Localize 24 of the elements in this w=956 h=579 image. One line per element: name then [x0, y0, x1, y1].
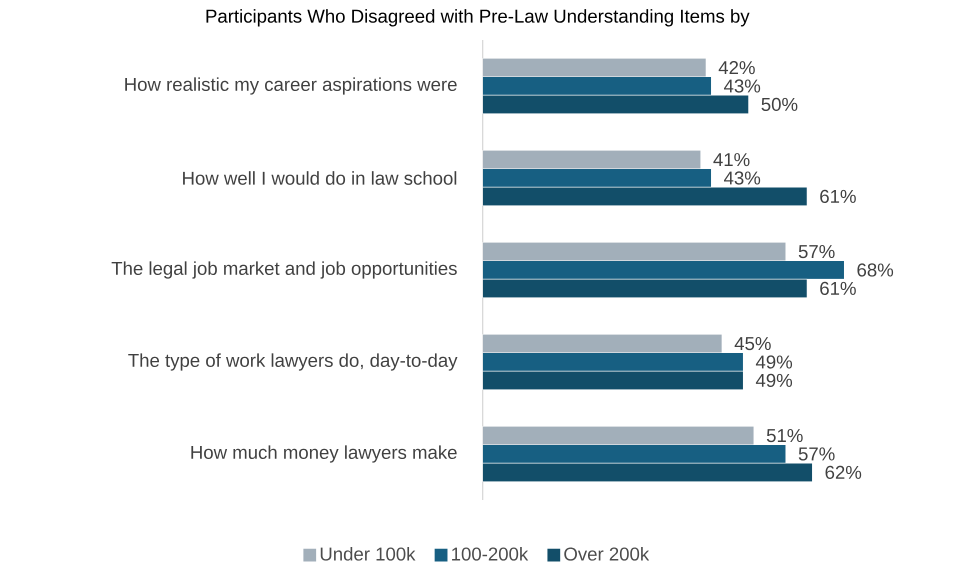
data-label: 49% [756, 374, 792, 388]
data-label: 42% [718, 61, 755, 74]
data-label: 43% [724, 172, 760, 185]
y-tick-label: How realistic my career aspirations were [125, 77, 457, 95]
data-label: 49% [756, 356, 792, 369]
data-label: 57% [798, 448, 835, 461]
y-tick-label: The legal job market and job opportunities [112, 261, 457, 279]
legend-label: 100-200k [452, 547, 528, 561]
y-tick-label: How well I would do in law school [183, 171, 456, 185]
data-label: 43% [724, 80, 760, 93]
data-label: 50% [762, 98, 798, 112]
data-label: 57% [798, 245, 835, 258]
data-label: 41% [713, 153, 750, 166]
legend-label: Under 100k [320, 547, 416, 561]
y-tick-label: The type of work lawyers do, day-to-day [128, 353, 458, 371]
legend-label: Over 200k [564, 547, 650, 561]
data-label: 45% [734, 337, 771, 350]
data-label: 61% [820, 282, 856, 296]
data-label: 51% [766, 429, 803, 442]
data-label: 61% [820, 190, 856, 204]
y-tick-label: How much money lawyers make [191, 445, 457, 463]
data-label: 62% [826, 466, 862, 480]
data-label: 68% [857, 264, 894, 277]
chart-title: Participants Who Disagreed with Pre-Law Understanding Items by [206, 9, 750, 27]
